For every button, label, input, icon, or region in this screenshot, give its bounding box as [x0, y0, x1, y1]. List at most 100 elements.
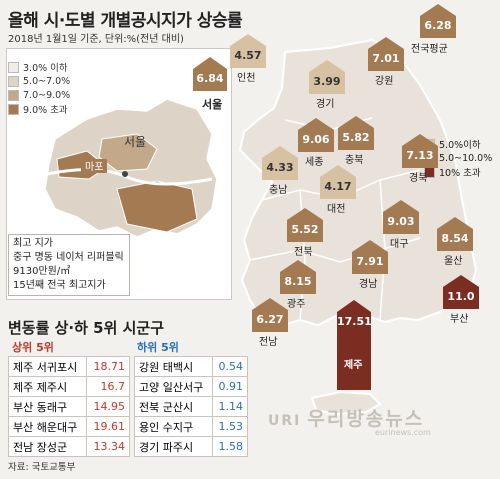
watermark-url: eurinews.com: [375, 428, 431, 437]
region-name: 서울: [199, 95, 226, 113]
marker-roof: [352, 240, 388, 252]
region-name: 광주: [287, 299, 306, 310]
marker-roof: [252, 298, 288, 310]
legend-label: 5.0~10.0%: [439, 152, 493, 164]
highest-line3: 15년째 전국 최고지가: [13, 280, 106, 291]
region-marker: 4.57: [230, 34, 266, 68]
table-row: 고양 일산서구 0.91: [134, 376, 249, 397]
region-cell: 고양 일산서구: [134, 376, 213, 397]
marker-roof: [337, 300, 371, 312]
region-marker: 9.06: [298, 118, 334, 152]
region-name: 인천: [237, 73, 256, 84]
han-river: [46, 168, 213, 186]
region-cell: 제주 제주시: [8, 376, 87, 397]
seoul-legend-item: 9.0% 초과: [8, 102, 70, 116]
seoul-legend: 3.0% 이하 5.0~7.0% 7.0~9.0% 9.0% 초과: [8, 60, 70, 116]
top5-heading: 상위 5위: [12, 341, 54, 354]
region-value: 7.91: [352, 252, 388, 274]
region-name: 대구: [390, 239, 409, 250]
marker-roof: [437, 217, 473, 229]
region-value: 9.06: [298, 130, 334, 152]
region-name: 세종: [305, 157, 324, 168]
marker-roof: [402, 134, 438, 146]
jeju-island: [310, 390, 382, 416]
region-name: 대전: [327, 204, 346, 215]
watermark-text: 우리방송뉴스: [307, 408, 425, 430]
region-marker: 11.0: [443, 275, 479, 309]
region-name: 전남: [259, 337, 278, 348]
marker-roof: [443, 275, 479, 287]
region-marker: 8.54: [437, 217, 473, 251]
marker-roof: [383, 200, 419, 212]
legend-label: 5.0~7.0%: [23, 75, 71, 87]
region-value: 4.57: [230, 46, 266, 68]
rate-cell: 16.7: [85, 376, 131, 397]
region-name: 경북: [409, 173, 428, 184]
region-cell: 부산 동래구: [8, 396, 87, 417]
legend-label: 7.0~9.0%: [23, 89, 71, 101]
marker-roof: [280, 260, 316, 272]
watermark: URI 우리방송뉴스: [268, 404, 424, 431]
region-name: 전북: [294, 247, 313, 258]
rate-cell: 14.95: [85, 396, 131, 417]
region-name: 충남: [269, 185, 288, 196]
region-cell: 전북 군산시: [134, 396, 213, 417]
region-value: 9.03: [383, 212, 419, 234]
table-row: 경기 파주시 1.58: [134, 436, 249, 457]
rate-cell: 13.34: [85, 436, 131, 457]
marker-roof: [309, 60, 345, 72]
legend-swatch: [8, 103, 19, 115]
legend-swatch: [8, 61, 19, 73]
legend-swatch: [8, 89, 19, 101]
highest-line2: 9130만원/㎡: [13, 266, 71, 277]
region-value: 6.27: [252, 310, 288, 332]
page-title: 올해 시·도별 개별공시지가 상승률: [8, 11, 243, 31]
marker-roof: [193, 57, 227, 69]
region-marker: 5.52: [287, 208, 323, 242]
region-name: 전국평균: [411, 44, 448, 55]
rate-cell: 1.53: [211, 416, 249, 437]
region-marker: 3.99: [309, 60, 345, 94]
region-name: 충북: [345, 155, 364, 166]
region-value: 7.01: [368, 49, 404, 71]
region-value: 8.15: [280, 272, 316, 294]
legend-label: 9.0% 초과: [23, 105, 68, 116]
rate-cell: 1.58: [211, 436, 249, 457]
legend-label: 10% 초과: [439, 168, 481, 179]
region-marker: 6.84: [193, 57, 227, 91]
region-name: 경남: [359, 279, 378, 290]
bottom5-heading: 하위 5위: [137, 341, 179, 354]
region-value: 5.52: [287, 220, 323, 242]
seoul-legend-item: 5.0~7.0%: [8, 74, 70, 88]
region-name: 울산: [444, 256, 463, 267]
seoul-legend-item: 3.0% 이하: [8, 60, 70, 74]
region-name: 부산: [450, 314, 469, 325]
district-central: [98, 133, 158, 172]
rate-cell: 0.54: [211, 356, 249, 377]
region-cell: 용인 수지구: [134, 416, 213, 437]
region-value: 7.13: [402, 146, 438, 168]
peninsula-shape: [238, 38, 478, 328]
region-marker: 7.91: [352, 240, 388, 274]
table-row: 부산 동래구 14.95: [8, 396, 131, 417]
table-row: 전북 군산시 1.14: [134, 396, 249, 417]
seoul-map-label: 서울: [124, 135, 146, 149]
region-value: 3.99: [309, 72, 345, 94]
mapo-label-bg: [81, 159, 107, 173]
rate-cell: 1.14: [211, 396, 249, 417]
region-cell: 경기 파주시: [134, 436, 213, 457]
region-name: 제주: [344, 360, 363, 371]
myeongdong-marker: [122, 171, 128, 177]
region-value: 4.33: [262, 158, 298, 180]
legend-swatch: [8, 75, 19, 87]
region-marker: 4.17: [320, 165, 356, 199]
watermark-logo: URI: [268, 413, 302, 429]
legend-label: 5.0%이하: [439, 140, 481, 151]
marker-roof: [287, 208, 323, 220]
seoul-district-map: 서울 마포: [44, 98, 218, 238]
region-marker: 5.82: [338, 116, 374, 150]
marker-roof: [368, 37, 404, 49]
region-value: 8.54: [437, 229, 473, 251]
marker-roof: [320, 165, 356, 177]
region-marker: 17.51: [337, 300, 372, 390]
